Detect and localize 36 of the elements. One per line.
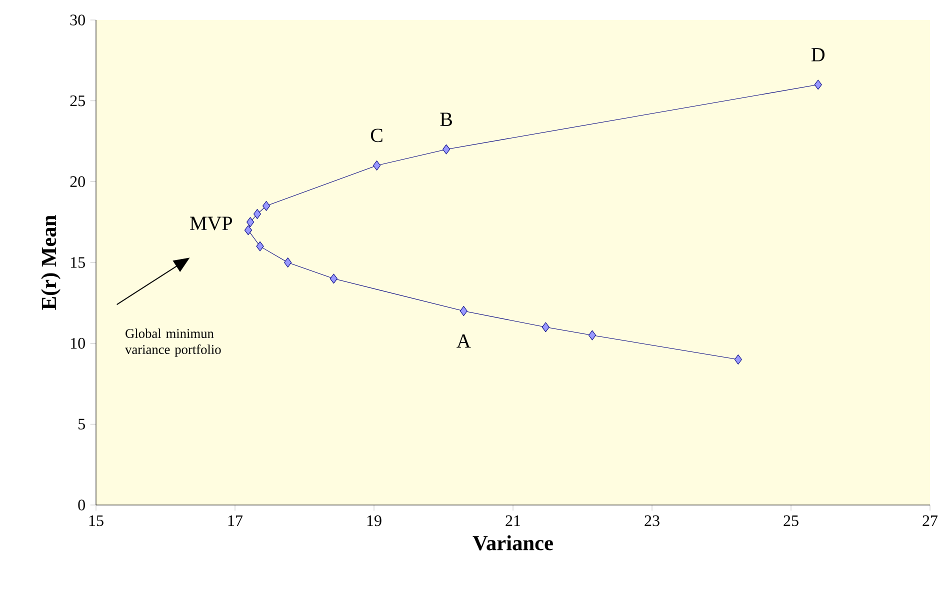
x-axis-title: Variance [472, 535, 553, 550]
y-tick-label: 20 [70, 176, 85, 188]
point [256, 241, 264, 252]
point [246, 217, 254, 228]
x-tick-label: 27 [922, 515, 938, 526]
point [460, 306, 468, 316]
point [262, 200, 270, 211]
y-axis-title: E(r) Mean [41, 215, 60, 310]
point [814, 80, 822, 90]
x-tick-label: 15 [89, 515, 104, 526]
y-tick-label: 30 [70, 14, 85, 26]
annotation: C [370, 128, 382, 142]
point [373, 160, 381, 170]
annotation: MVP [190, 216, 232, 230]
x-tick-label: 21 [506, 515, 520, 526]
annotation: A [456, 334, 471, 348]
point [253, 209, 262, 219]
point [442, 144, 450, 154]
y-tick-label: 25 [70, 95, 85, 106]
point [330, 274, 338, 284]
point [244, 225, 252, 236]
annotation: Global minimun variance portfolio [125, 328, 221, 357]
x-tick-label: 17 [228, 515, 243, 526]
point [542, 322, 550, 332]
y-tick-label: 10 [71, 338, 85, 349]
y-tick-label: 15 [71, 257, 85, 268]
annotation: D [811, 48, 825, 62]
x-tick-label: 23 [644, 515, 660, 526]
y-tick-label: 0 [78, 500, 85, 510]
x-tick-label: 25 [784, 515, 798, 526]
x-tick-label: 19 [367, 515, 382, 526]
annotation: B [440, 112, 452, 126]
point [588, 330, 596, 340]
point [734, 354, 742, 364]
y-tick-label: 5 [78, 418, 85, 430]
point [284, 258, 292, 268]
